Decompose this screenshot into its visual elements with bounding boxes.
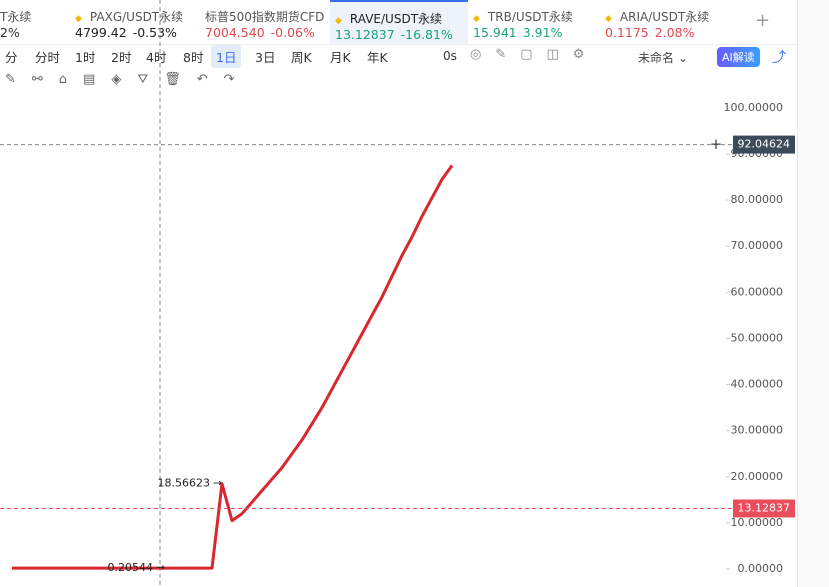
layout-name[interactable]: 未命名 ⌄ bbox=[638, 51, 688, 65]
tab-quote: 13.12837 -16.81% bbox=[335, 27, 459, 42]
tab-change: -0.06% bbox=[270, 25, 315, 40]
layout-label: 未命名 bbox=[638, 51, 675, 65]
tab-name: ◆ ARIA/USDT永续 bbox=[605, 10, 710, 24]
y-tick-label: 80.00000 bbox=[731, 193, 784, 206]
tab-change: -16.81% bbox=[400, 27, 453, 42]
high-label: 18.56623 bbox=[158, 476, 211, 489]
tab-price: 0.1175 bbox=[605, 25, 649, 40]
share[interactable]: ⤴ bbox=[772, 50, 786, 66]
low-arrow: → bbox=[156, 561, 165, 574]
tab[interactable]: ◆ RAVE/USDT永续 13.12837 -16.81% bbox=[330, 0, 468, 44]
crosshair-price-box bbox=[733, 135, 795, 154]
tab-name: ◆ PAXG/USDT永续 bbox=[75, 10, 184, 24]
tab-quote: 2% bbox=[0, 25, 26, 40]
tab-title: 标普500指数期货CFD bbox=[205, 10, 325, 24]
tab-bar: T永续 2% ◆ PAXG/USDT永续 4799.42 -0.53% 标普500指数期货C… bbox=[0, 0, 800, 45]
tab-name: 标普500指数期货CFD bbox=[205, 8, 324, 25]
right-sidebar bbox=[797, 0, 829, 587]
tab-name: ◆ TRB/USDT永续 bbox=[473, 10, 573, 24]
y-tick-label: 10.00000 bbox=[731, 516, 784, 529]
price-line bbox=[12, 164, 454, 570]
y-tick-label: 60.00000 bbox=[731, 285, 784, 298]
tab-quote: 0.1175 2.08% bbox=[605, 25, 700, 40]
chart: 100.0000090.0000080.0000070.0000060.0000… bbox=[0, 0, 795, 587]
tab-title: ARIA/USDT永续 bbox=[619, 10, 710, 24]
tab-quote: 4799.42 -0.53% bbox=[75, 25, 183, 40]
interval[interactable]: 2时 bbox=[111, 50, 132, 65]
tab-quote: 15.941 3.91% bbox=[473, 25, 568, 40]
y-tick-label: 70.00000 bbox=[731, 239, 784, 252]
low-label: 0.20544 bbox=[108, 561, 154, 574]
crosshair-price: 92.04624 bbox=[738, 138, 791, 151]
interval-bar: 分 分时 1时 2时 4时 8时 1日 3日 周K 月K 年K bbox=[0, 45, 800, 69]
y-tick-label: 40.00000 bbox=[731, 378, 784, 391]
tab-price: 7004.540 bbox=[205, 25, 265, 40]
interval[interactable]: 4时 bbox=[146, 50, 167, 65]
tab-change: 2% bbox=[0, 25, 20, 40]
last-price: 13.12837 bbox=[738, 501, 791, 514]
add-tab[interactable]: + bbox=[755, 10, 771, 31]
tab-price: 13.12837 bbox=[335, 27, 395, 42]
interval[interactable]: 周K bbox=[291, 50, 312, 65]
tool-icons[interactable]: ◎✎▢◫⚙ bbox=[470, 47, 599, 62]
tab[interactable]: T永续 2% bbox=[0, 0, 125, 44]
tab[interactable]: ◆ ARIA/USDT永续 0.1175 2.08% bbox=[600, 0, 725, 44]
ai-button[interactable]: AI解读 bbox=[717, 47, 760, 67]
high-arrow: → bbox=[213, 476, 222, 489]
interval[interactable]: 年K bbox=[367, 50, 388, 65]
interval[interactable]: 月K bbox=[330, 50, 351, 65]
tab[interactable]: ◆ TRB/USDT永续 15.941 3.91% bbox=[468, 0, 593, 44]
countdown: 0s bbox=[443, 49, 457, 63]
y-tick-label: 100.00000 bbox=[724, 101, 784, 114]
crosshair-plus: + bbox=[710, 135, 723, 153]
interval[interactable]: 3日 bbox=[255, 50, 276, 65]
tab-title: T永续 bbox=[0, 10, 32, 24]
tab-title: PAXG/USDT永续 bbox=[89, 10, 184, 24]
interval[interactable]: 分时 bbox=[35, 50, 61, 65]
tab-name: ◆ RAVE/USDT永续 bbox=[335, 12, 443, 26]
tab[interactable]: ◆ PAXG/USDT永续 4799.42 -0.53% bbox=[70, 0, 195, 44]
y-tick-label: 20.00000 bbox=[731, 470, 784, 483]
drawing-tools[interactable]: ✎⚯⌂▤◈⛛🗑↶↷ bbox=[5, 72, 251, 87]
tab[interactable]: 标普500指数期货CFD 7004.540 -0.06% bbox=[205, 0, 330, 44]
tab-name: T永续 bbox=[0, 8, 31, 25]
tab-change: 3.91% bbox=[522, 25, 563, 40]
y-tick-label: 30.00000 bbox=[731, 424, 784, 437]
interval[interactable]: 分 bbox=[5, 50, 18, 65]
interval[interactable]: 1时 bbox=[75, 50, 96, 65]
y-tick-label: 0.00000 bbox=[738, 562, 784, 575]
y-tick-label: 50.00000 bbox=[731, 331, 784, 344]
tab-title: TRB/USDT永续 bbox=[487, 10, 573, 24]
interval[interactable]: 1日 bbox=[211, 45, 242, 68]
tab-price: 4799.42 bbox=[75, 25, 127, 40]
tab-change: 2.08% bbox=[654, 25, 695, 40]
tab-price: 15.941 bbox=[473, 25, 517, 40]
tab-title: RAVE/USDT永续 bbox=[349, 12, 443, 26]
last-price-box bbox=[733, 499, 795, 518]
tab-change: -0.53% bbox=[132, 25, 177, 40]
tab-quote: 7004.540 -0.06% bbox=[205, 25, 321, 40]
interval[interactable]: 8时 bbox=[183, 50, 204, 65]
